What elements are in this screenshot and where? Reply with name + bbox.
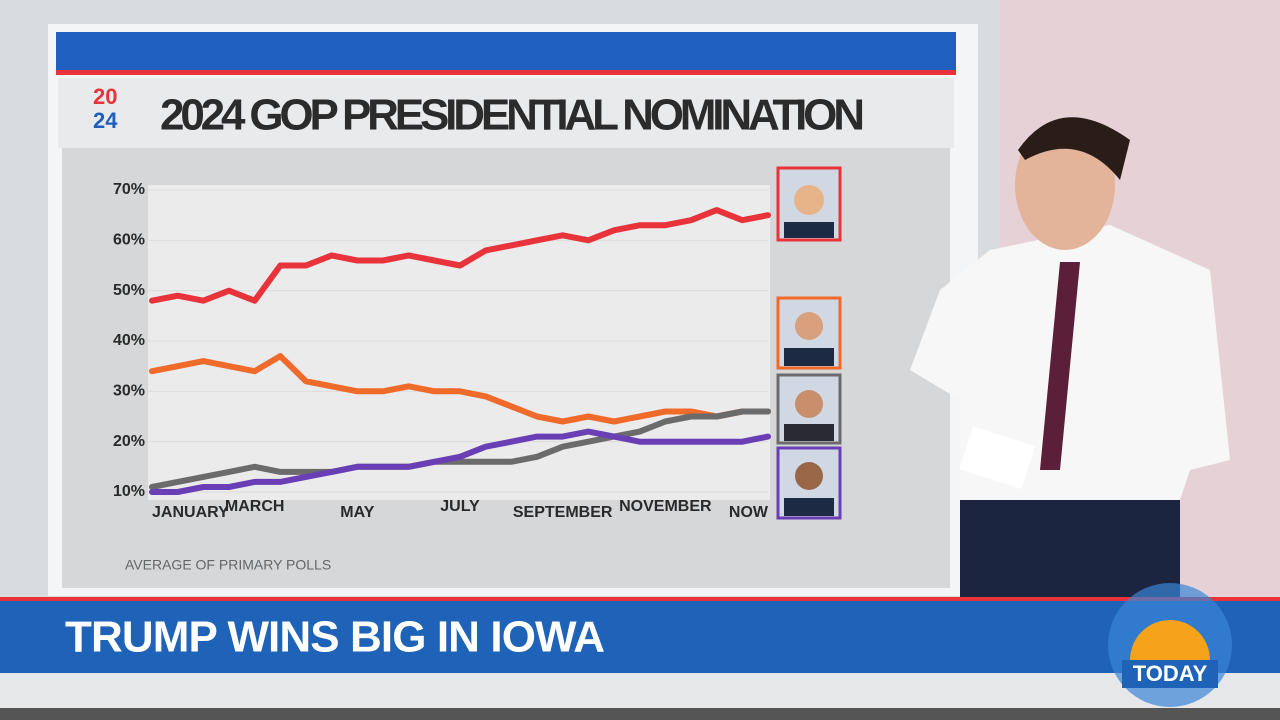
- logo-top: 20: [93, 84, 117, 109]
- series-line: [149, 408, 771, 490]
- hair: [1018, 117, 1130, 180]
- suit: [784, 424, 834, 441]
- bottom-strip: [0, 708, 1280, 720]
- screen-red-stripe: [56, 70, 956, 75]
- face: [794, 185, 824, 215]
- logo-sun: [1130, 620, 1210, 660]
- x-tick-label: JANUARY: [152, 504, 229, 521]
- face: [795, 312, 823, 340]
- y-tick-label: 70%: [113, 181, 145, 198]
- title-area: [58, 78, 954, 148]
- y-tick-label: 60%: [113, 232, 145, 249]
- face: [795, 390, 823, 418]
- series-line: [149, 207, 771, 304]
- series-line: [149, 428, 771, 495]
- logo-bottom: 24: [93, 108, 118, 133]
- x-tick-label: MAY: [340, 504, 374, 521]
- banner-red-line: [0, 597, 1280, 601]
- y-tick-label: 40%: [113, 332, 145, 349]
- today-logo: TODAY: [1133, 661, 1208, 686]
- series-line: [149, 353, 771, 425]
- screen-top-bar: [56, 32, 956, 72]
- y-tick-label: 30%: [113, 383, 145, 400]
- chart-title: 2024 GOP PRESIDENTIAL NOMINATION: [160, 91, 865, 140]
- x-tick-label: NOW: [729, 504, 769, 521]
- candidate-photos: [776, 166, 842, 520]
- presenter: [910, 117, 1230, 600]
- suit: [784, 222, 834, 238]
- chart-note: AVERAGE OF PRIMARY POLLS: [125, 557, 331, 573]
- x-tick-label: SEPTEMBER: [513, 504, 613, 521]
- cards: [959, 426, 1036, 490]
- suit: [784, 348, 834, 366]
- y-tick-label: 50%: [113, 282, 145, 299]
- x-tick-label: NOVEMBER: [619, 498, 712, 515]
- y-tick-label: 20%: [113, 433, 145, 450]
- plot-area: [148, 185, 770, 500]
- x-tick-label: JULY: [440, 498, 480, 515]
- banner: [0, 601, 1280, 673]
- logo-plate: [1122, 660, 1218, 688]
- suit: [784, 498, 834, 516]
- headline: TRUMP WINS BIG IN IOWA: [65, 613, 605, 662]
- y-tick-label: 10%: [113, 483, 145, 500]
- x-tick-label: MARCH: [225, 498, 285, 515]
- tie: [1040, 262, 1080, 470]
- face: [795, 462, 823, 490]
